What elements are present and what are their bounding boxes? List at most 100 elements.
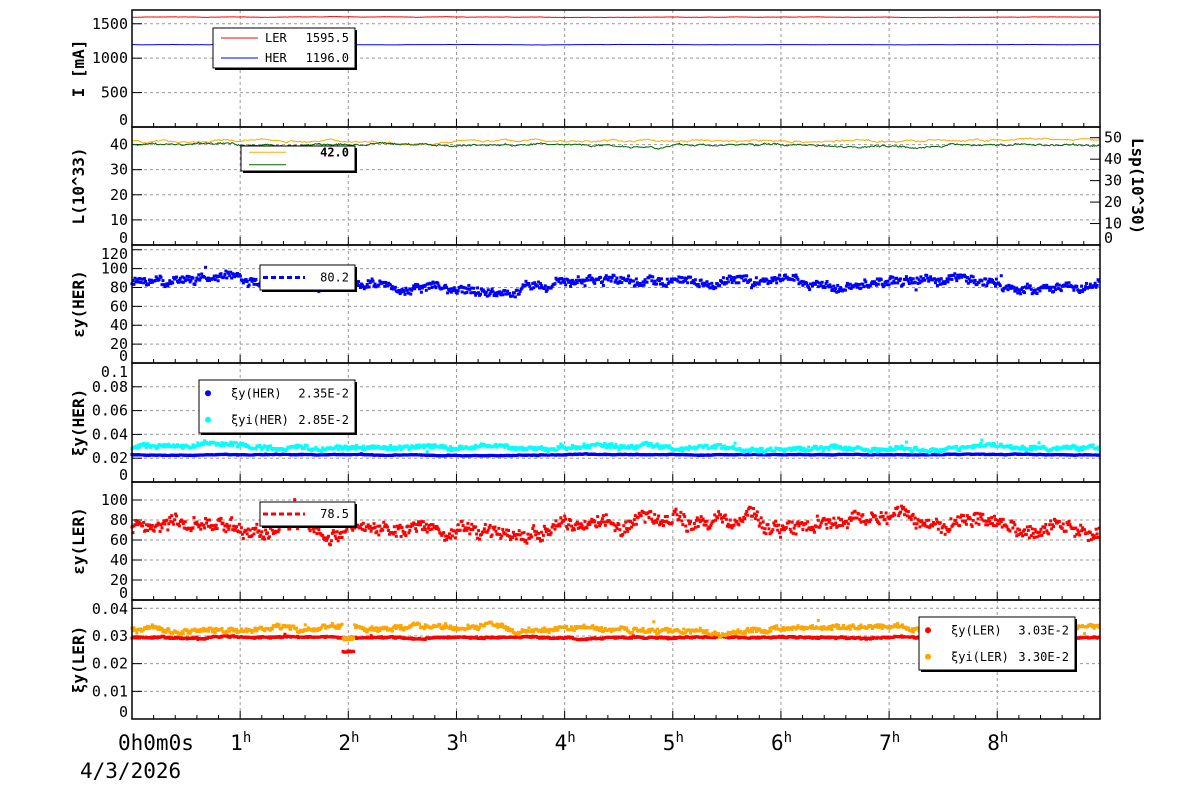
data-point bbox=[158, 529, 162, 533]
data-point bbox=[850, 511, 854, 515]
data-point bbox=[558, 446, 562, 450]
data-point bbox=[945, 528, 949, 532]
data-point bbox=[1052, 524, 1056, 528]
data-point bbox=[752, 281, 756, 285]
data-point bbox=[487, 293, 491, 297]
data-point bbox=[578, 525, 582, 529]
data-point bbox=[369, 634, 373, 638]
data-point bbox=[367, 285, 371, 289]
data-point bbox=[555, 448, 559, 452]
data-point bbox=[600, 280, 604, 284]
data-point bbox=[199, 527, 203, 531]
data-point bbox=[574, 447, 578, 451]
data-point bbox=[732, 447, 736, 451]
data-point bbox=[683, 276, 687, 280]
data-point bbox=[1010, 284, 1014, 288]
data-point bbox=[244, 278, 248, 282]
data-point bbox=[171, 520, 175, 524]
data-point bbox=[580, 524, 584, 528]
data-point bbox=[486, 528, 490, 532]
data-point bbox=[462, 286, 466, 290]
data-point bbox=[434, 286, 438, 290]
data-point bbox=[549, 531, 553, 535]
data-point bbox=[169, 520, 173, 524]
data-point bbox=[1079, 445, 1083, 449]
y2-tick-label: 10 bbox=[1104, 215, 1122, 233]
panel-4 bbox=[130, 362, 1101, 483]
data-point bbox=[720, 516, 724, 520]
data-point bbox=[324, 536, 328, 540]
data-point bbox=[1062, 444, 1066, 448]
data-point bbox=[497, 291, 501, 295]
data-point bbox=[1012, 285, 1016, 289]
data-point bbox=[377, 283, 381, 287]
data-point bbox=[524, 538, 528, 542]
data-point bbox=[133, 523, 137, 527]
data-point bbox=[1015, 286, 1019, 290]
data-point bbox=[605, 443, 609, 447]
data-point bbox=[382, 280, 386, 284]
data-point bbox=[628, 281, 632, 285]
data-point bbox=[204, 516, 208, 520]
data-point bbox=[932, 447, 936, 451]
data-point bbox=[772, 521, 776, 525]
data-point bbox=[642, 510, 646, 514]
data-point bbox=[1076, 528, 1080, 532]
data-point bbox=[660, 282, 664, 286]
data-point bbox=[574, 278, 578, 282]
data-point bbox=[947, 529, 951, 533]
data-point bbox=[344, 529, 348, 533]
data-point bbox=[831, 287, 835, 291]
data-point bbox=[236, 445, 240, 449]
data-point bbox=[399, 290, 403, 294]
data-point bbox=[578, 278, 582, 282]
data-point bbox=[560, 277, 564, 281]
data-point bbox=[478, 445, 482, 449]
data-point bbox=[392, 525, 396, 529]
data-point bbox=[633, 283, 637, 287]
data-point bbox=[527, 281, 531, 285]
data-point bbox=[719, 513, 723, 517]
data-point bbox=[649, 510, 653, 514]
data-point bbox=[185, 274, 189, 278]
data-point bbox=[460, 519, 464, 523]
data-point bbox=[788, 446, 792, 450]
data-point bbox=[1014, 530, 1018, 534]
data-point bbox=[1011, 526, 1015, 530]
data-point bbox=[753, 447, 757, 451]
data-point bbox=[854, 447, 858, 451]
data-point bbox=[868, 449, 872, 453]
data-point bbox=[869, 283, 873, 287]
data-point bbox=[973, 511, 977, 515]
data-point bbox=[677, 517, 681, 521]
data-point bbox=[455, 291, 459, 295]
data-point bbox=[501, 527, 505, 531]
data-point bbox=[360, 527, 364, 531]
data-point bbox=[688, 522, 692, 526]
data-point bbox=[863, 519, 867, 523]
data-point bbox=[246, 444, 250, 448]
panel-frame bbox=[131, 244, 1101, 364]
data-point bbox=[180, 275, 184, 279]
data-point bbox=[1032, 535, 1036, 539]
data-point bbox=[533, 529, 537, 533]
data-point bbox=[472, 286, 476, 290]
data-point bbox=[160, 283, 164, 287]
data-point bbox=[274, 448, 278, 452]
data-point bbox=[569, 524, 573, 528]
data-point bbox=[332, 530, 336, 534]
data-point bbox=[531, 281, 535, 285]
data-point bbox=[959, 273, 963, 277]
data-point bbox=[701, 283, 705, 287]
data-point bbox=[196, 523, 200, 527]
data-point bbox=[976, 517, 980, 521]
data-point bbox=[681, 449, 685, 453]
data-point bbox=[845, 448, 849, 452]
data-point bbox=[543, 284, 547, 288]
data-point bbox=[450, 446, 454, 450]
data-point bbox=[920, 279, 924, 283]
data-point bbox=[473, 291, 477, 295]
data-point bbox=[419, 520, 423, 524]
data-point bbox=[632, 445, 636, 449]
data-point bbox=[716, 282, 720, 286]
